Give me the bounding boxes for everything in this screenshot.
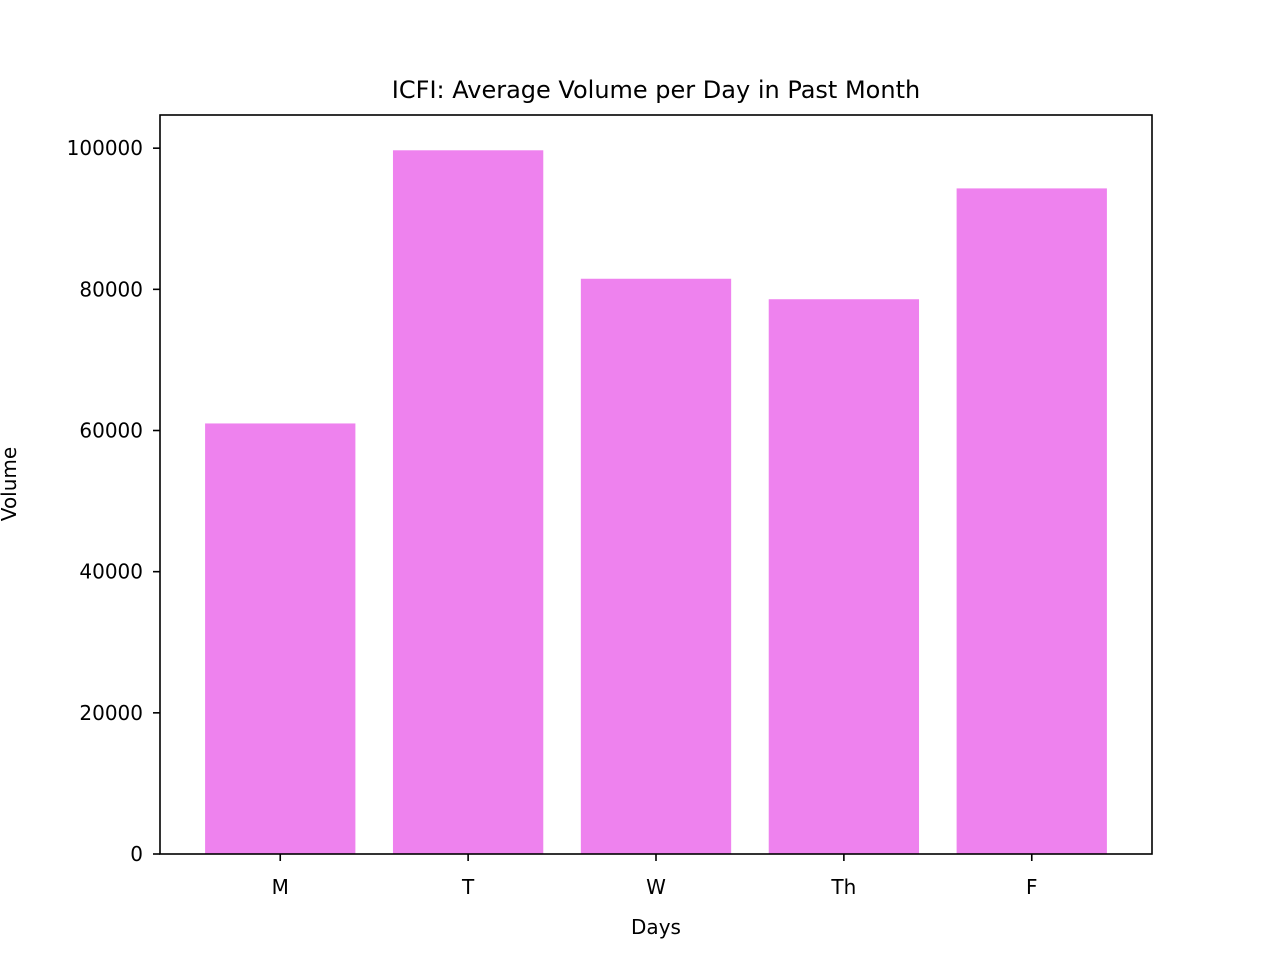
y-tick-label: 80000 xyxy=(79,277,143,301)
y-tick-label: 60000 xyxy=(79,419,143,443)
x-axis-label: Days xyxy=(631,915,681,939)
y-tick-label: 0 xyxy=(130,842,143,866)
y-tick-label: 20000 xyxy=(79,701,143,725)
bar-m xyxy=(205,423,356,854)
bar-t xyxy=(392,150,544,854)
bar-th xyxy=(768,299,920,854)
x-tick-label: M xyxy=(272,875,289,899)
chart-title: ICFI: Average Volume per Day in Past Mon… xyxy=(392,76,920,104)
x-tick-label: T xyxy=(461,875,475,899)
y-tick-label: 100000 xyxy=(67,136,143,160)
bars-group xyxy=(205,150,1107,855)
y-axis-ticks: 0 20000 40000 60000 80000 100000 xyxy=(67,136,160,866)
plot-area-frame xyxy=(159,114,1153,855)
bar-f xyxy=(956,188,1107,855)
x-tick-label: Th xyxy=(830,875,856,899)
y-axis-label: Volume xyxy=(0,447,21,521)
x-axis-ticks: M T W Th F xyxy=(272,854,1038,899)
x-tick-label: W xyxy=(646,875,666,899)
bar-w xyxy=(580,278,732,854)
y-tick-label: 40000 xyxy=(79,560,143,584)
x-tick-label: F xyxy=(1026,875,1038,899)
